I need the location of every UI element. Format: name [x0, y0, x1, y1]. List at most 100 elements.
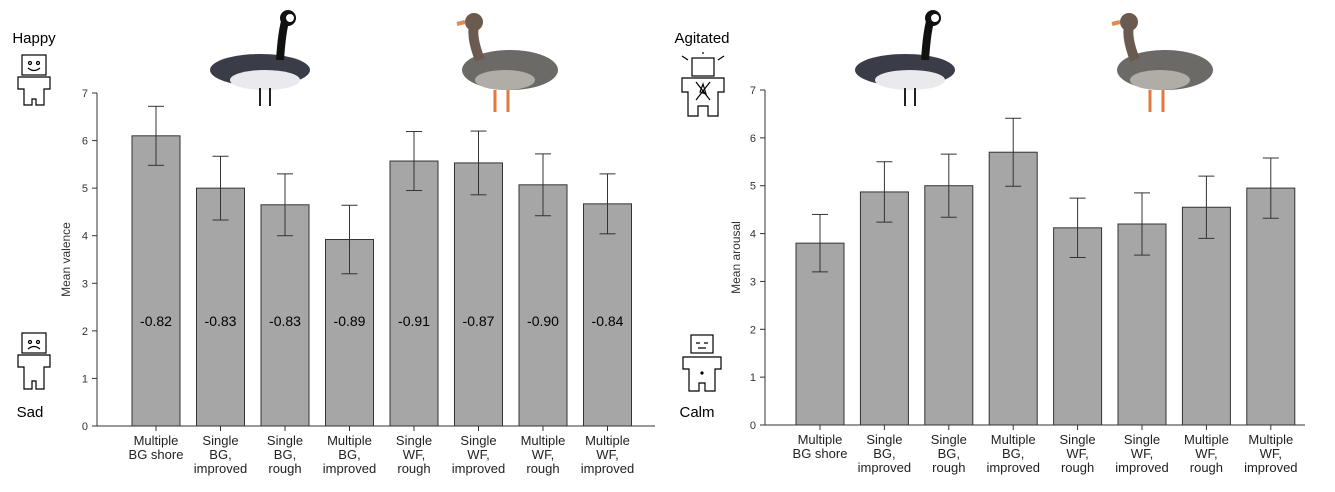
y-axis-label: Mean arousal: [729, 221, 743, 294]
x-tick-label: improved: [194, 461, 247, 476]
x-tick-label: Single: [1124, 432, 1160, 447]
x-tick-label: Multiple: [327, 433, 372, 448]
bar-annotation: -0.87: [463, 313, 495, 329]
y-tick-label: 4: [82, 231, 88, 243]
bar-annotation: -0.83: [205, 313, 237, 329]
bar: [454, 162, 503, 427]
x-tick-label: improved: [323, 461, 376, 476]
bar: [924, 185, 974, 426]
x-tick-label: improved: [986, 460, 1039, 475]
y-tick-label: 1: [82, 373, 88, 385]
x-tick-label: WF,: [1195, 446, 1217, 461]
bar: [196, 187, 245, 427]
bar: [1117, 223, 1167, 426]
error-bar: [1198, 175, 1215, 239]
x-tick-label: WF,: [1066, 446, 1088, 461]
x-tick-label: BG,: [938, 446, 960, 461]
y-tick-label: 5: [750, 181, 756, 193]
y-tick-label: 3: [82, 278, 88, 290]
x-tick-label: BG,: [873, 446, 895, 461]
x-tick-label: BG,: [1002, 446, 1024, 461]
bar: [131, 135, 181, 427]
bar: [1181, 206, 1231, 426]
x-tick-label: rough: [268, 461, 301, 476]
x-tick-label: WF,: [596, 447, 618, 462]
y-tick-label: 1: [750, 372, 756, 384]
x-tick-label: WF,: [467, 447, 489, 462]
x-tick-label: Single: [396, 433, 432, 448]
x-tick-label: WF,: [1260, 446, 1282, 461]
error-bar: [940, 153, 957, 218]
x-tick-label: WF,: [532, 447, 554, 462]
bar: [518, 184, 568, 427]
decor: [17, 52, 725, 392]
side-label: Agitated: [674, 30, 729, 47]
x-tick-label: Single: [866, 432, 902, 447]
error-bar: [812, 213, 828, 273]
y-tick-label: 3: [750, 276, 756, 288]
x-tick-label: rough: [1061, 460, 1094, 475]
bar: [1246, 187, 1296, 426]
geese: [210, 10, 1213, 112]
x-tick-label: BG,: [338, 447, 360, 462]
bar-annotation: -0.84: [592, 313, 624, 329]
side-label: Sad: [17, 404, 44, 421]
side-label: Happy: [12, 30, 56, 47]
y-tick-label: 6: [82, 136, 88, 148]
x-tick-label: rough: [526, 461, 559, 476]
x-tick-label: rough: [932, 460, 965, 475]
bar-annotation: -0.91: [398, 313, 430, 329]
x-tick-label: Multiple: [134, 433, 179, 448]
y-tick-label: 0: [82, 421, 88, 433]
y-tick-label: 7: [750, 85, 756, 97]
x-tick-label: WF,: [403, 447, 425, 462]
error-bar: [406, 131, 422, 192]
x-tick-label: BG,: [274, 447, 296, 462]
error-bar: [599, 173, 616, 235]
side-label: Calm: [679, 404, 714, 421]
error-bar: [1134, 192, 1150, 256]
y-tick-label: 2: [82, 326, 88, 338]
x-tick-label: rough: [1190, 460, 1223, 475]
error-bar: [341, 204, 358, 275]
y-axis-label: Mean valence: [59, 222, 73, 297]
x-tick-label: Multiple: [521, 433, 566, 448]
error-bar: [148, 105, 164, 166]
x-tick-label: improved: [1244, 460, 1297, 475]
y-tick-label: 7: [82, 88, 88, 100]
x-tick-label: Single: [931, 432, 967, 447]
bar-annotation: -0.89: [334, 313, 366, 329]
x-tick-label: improved: [452, 461, 505, 476]
y-tick-label: 6: [750, 133, 756, 145]
y-tick-label: 0: [750, 420, 756, 432]
x-tick-label: WF,: [1131, 446, 1153, 461]
y-tick-label: 2: [750, 324, 756, 336]
x-tick-label: Multiple: [1184, 432, 1229, 447]
x-tick-label: Multiple: [585, 433, 630, 448]
bar-annotation: -0.82: [140, 313, 172, 329]
x-tick-label: BG shore: [129, 447, 184, 462]
error-bar: [535, 153, 551, 217]
bar-annotation: -0.90: [527, 313, 559, 329]
x-tick-label: Multiple: [798, 432, 843, 447]
bar: [1053, 227, 1103, 426]
x-tick-label: Multiple: [1248, 432, 1293, 447]
x-tick-label: BG,: [209, 447, 231, 462]
x-tick-label: Single: [460, 433, 496, 448]
y-tick-label: 5: [82, 183, 88, 195]
x-tick-label: rough: [397, 461, 430, 476]
y-tick-label: 4: [750, 229, 756, 241]
x-tick-label: improved: [1115, 460, 1168, 475]
error-bar: [212, 155, 229, 221]
bar: [988, 151, 1038, 426]
error-bar: [1262, 157, 1279, 219]
error-bar: [277, 173, 293, 237]
bar: [389, 160, 439, 427]
error-bar: [876, 161, 893, 223]
bar: [859, 191, 909, 426]
error-bar: [470, 130, 487, 196]
error-bar: [1069, 197, 1086, 258]
x-tick-label: BG shore: [793, 446, 848, 461]
x-tick-label: Single: [267, 433, 303, 448]
